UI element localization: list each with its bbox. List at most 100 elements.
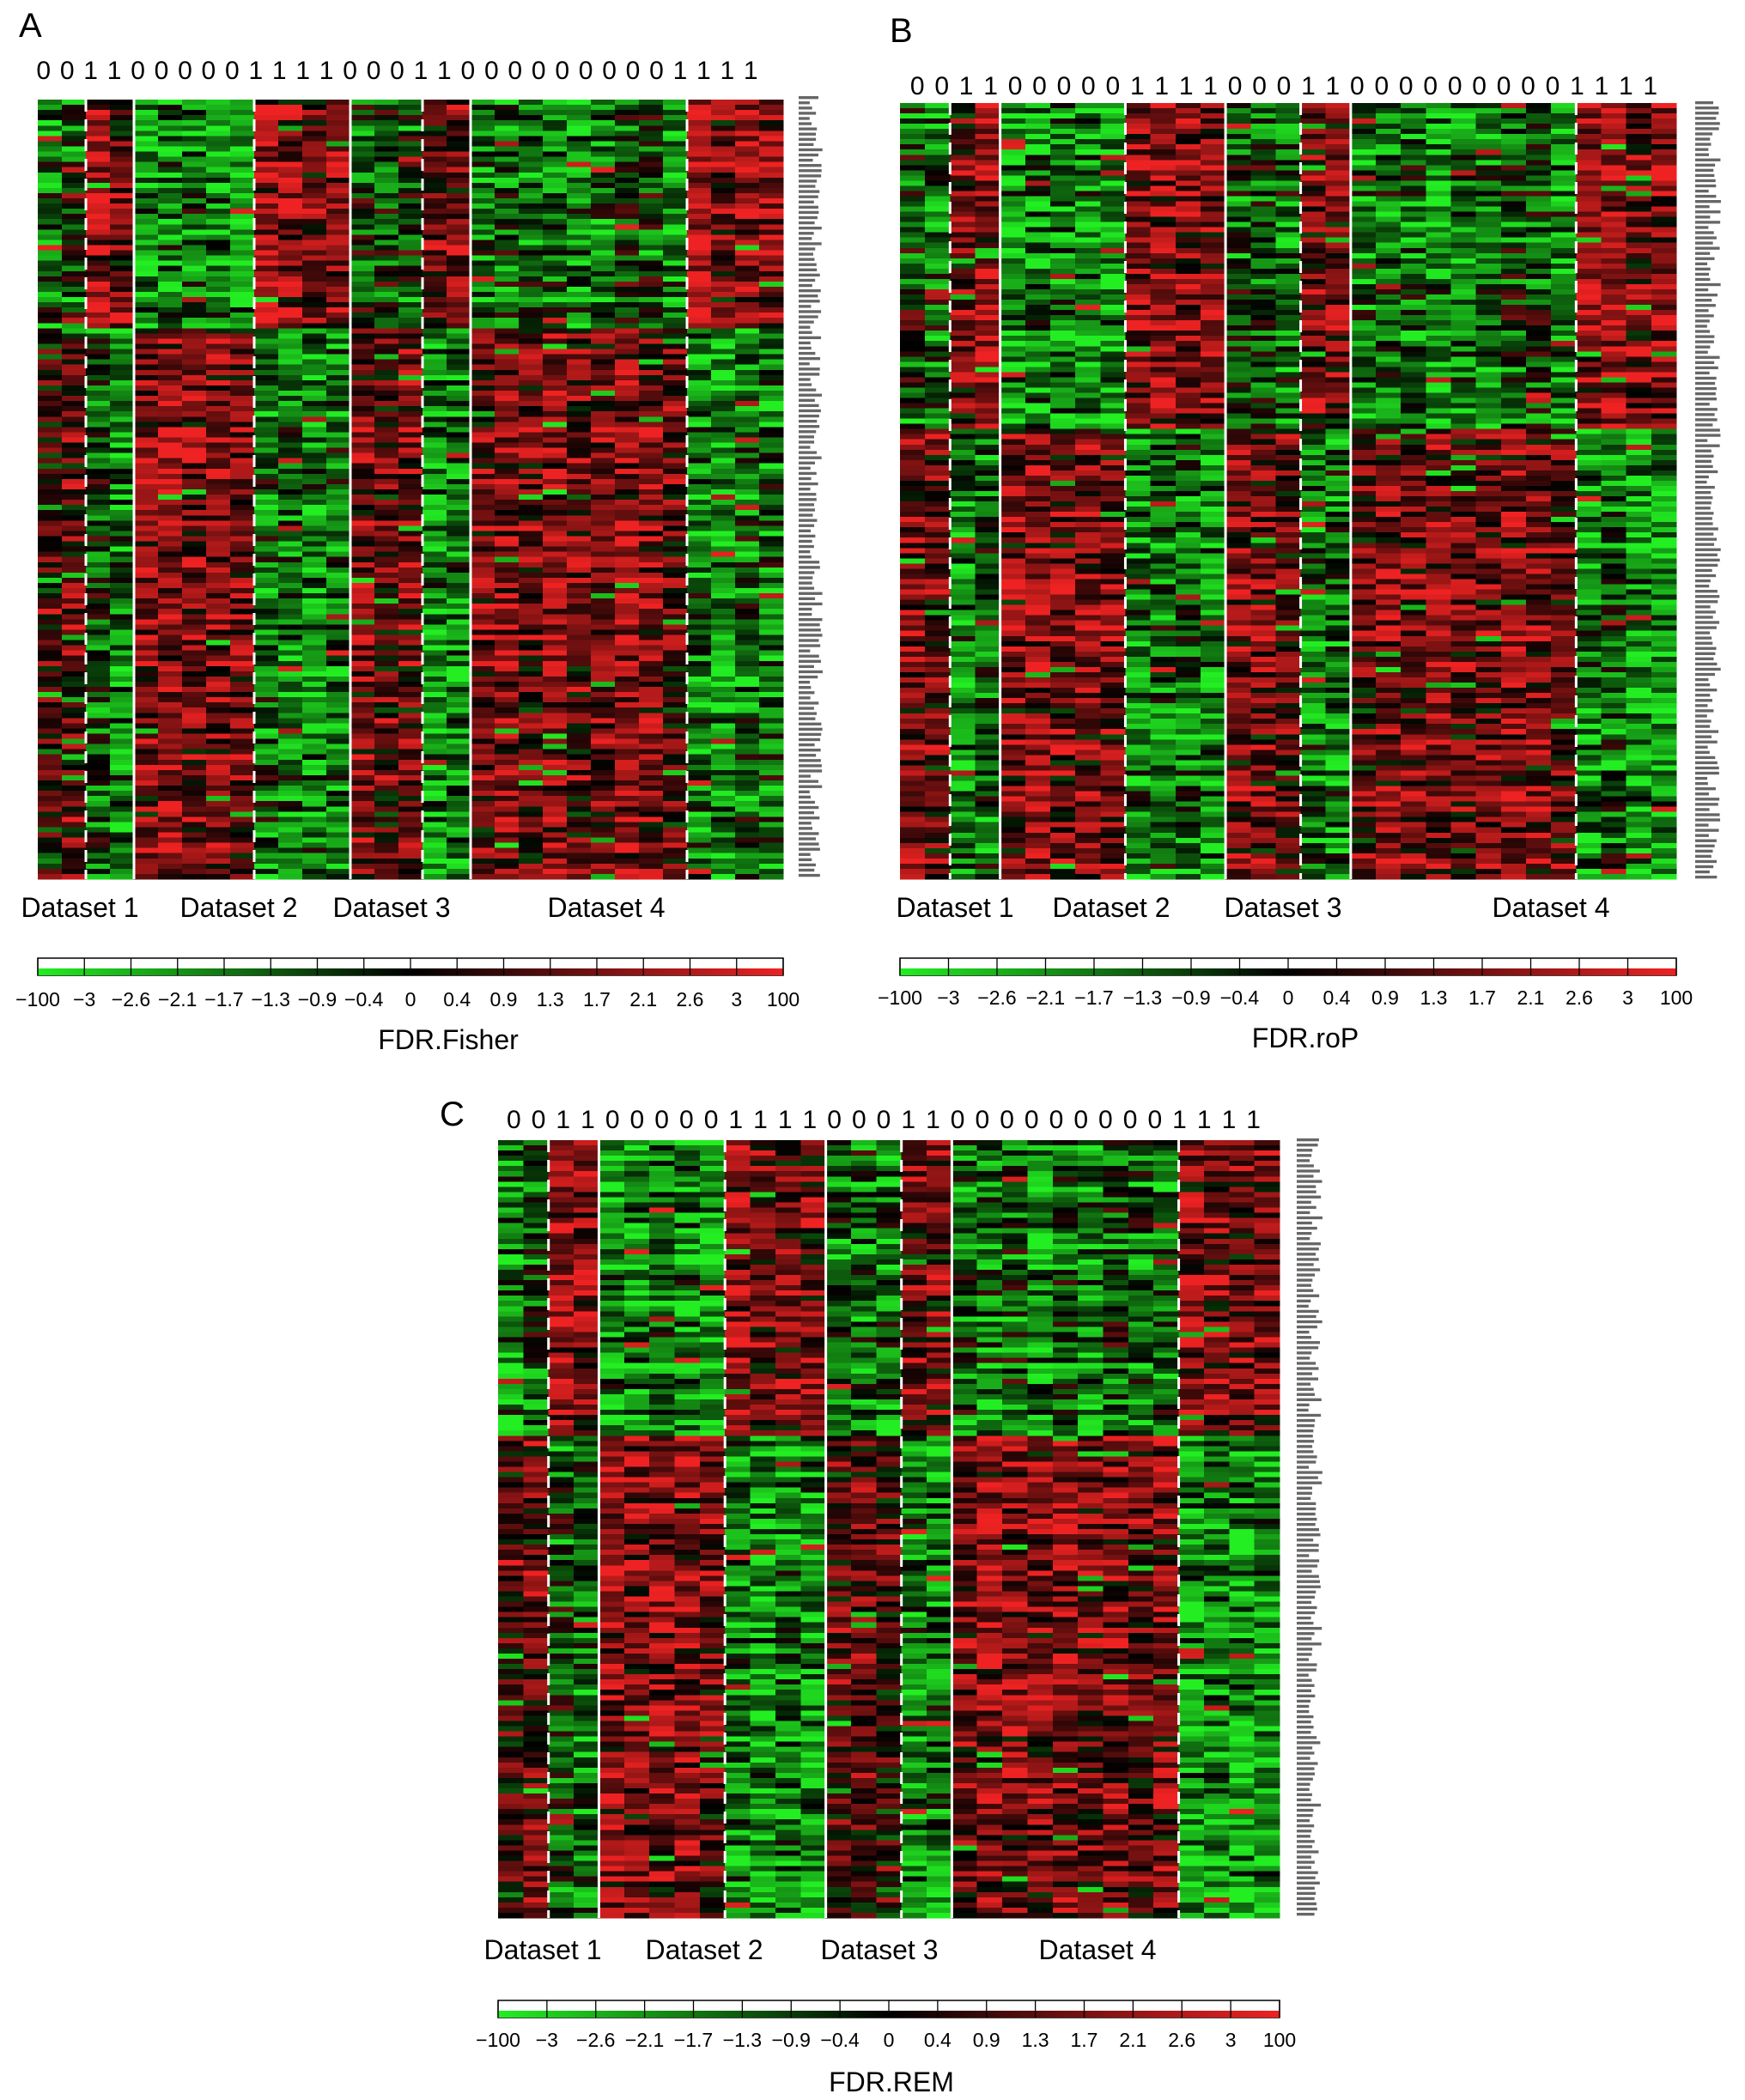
heatmap-cell xyxy=(398,500,423,506)
heatmap-cell xyxy=(110,354,135,361)
heatmap-cell xyxy=(711,822,736,828)
heatmap-cell xyxy=(591,115,616,121)
heatmap-cell xyxy=(615,582,640,589)
heatmap-cell xyxy=(687,136,712,143)
heatmap-cell xyxy=(278,364,303,371)
heatmap-cell xyxy=(663,328,688,334)
heatmap-cell xyxy=(900,413,926,420)
heatmap-cell xyxy=(900,252,926,259)
row-label-mark xyxy=(799,524,815,527)
heatmap-cell xyxy=(711,214,736,220)
heatmap-cell xyxy=(158,427,183,434)
heatmap-cell xyxy=(86,240,111,246)
heatmap-cell xyxy=(230,832,255,839)
heatmap-cell xyxy=(278,437,303,444)
heatmap-cell xyxy=(471,873,496,880)
heatmap-cell xyxy=(278,250,303,257)
heatmap-cell xyxy=(230,676,255,683)
heatmap-cell xyxy=(374,692,399,698)
heatmap-cell xyxy=(900,139,926,145)
heatmap-cell xyxy=(519,645,544,652)
heatmap-cell xyxy=(278,141,303,148)
heatmap-cell xyxy=(711,136,736,143)
heatmap-cell xyxy=(398,723,423,730)
heatmap-cell xyxy=(759,853,784,859)
heatmap-cell xyxy=(206,463,231,470)
heatmap-cell xyxy=(62,390,87,397)
heatmap-cell xyxy=(663,827,688,834)
heatmap-cell xyxy=(663,707,688,713)
heatmap-cell xyxy=(230,723,255,730)
heatmap-cell xyxy=(639,192,664,199)
heatmap-cell xyxy=(735,192,760,199)
heatmap-cell xyxy=(302,551,327,558)
heatmap-cell xyxy=(326,187,351,194)
heatmap-cell xyxy=(591,427,616,434)
heatmap-cell xyxy=(182,458,207,464)
heatmap-cell xyxy=(591,442,616,449)
heatmap-cell xyxy=(687,806,712,812)
heatmap-cell xyxy=(350,806,375,812)
heatmap-cell xyxy=(519,323,544,329)
row-label-mark xyxy=(799,644,821,647)
heatmap-cell xyxy=(158,411,183,417)
heatmap-cell xyxy=(615,629,640,636)
heatmap-cell xyxy=(423,624,447,631)
heatmap-cell xyxy=(759,177,784,184)
heatmap-cell xyxy=(639,624,664,631)
heatmap-cell xyxy=(711,182,736,189)
heatmap-cell xyxy=(495,110,520,116)
heatmap-cell xyxy=(615,219,640,225)
heatmap-cell xyxy=(374,390,399,397)
heatmap-cell xyxy=(447,541,471,548)
heatmap-cell xyxy=(326,369,351,376)
heatmap-cell xyxy=(711,240,736,246)
heatmap-cell xyxy=(350,759,375,766)
heatmap-cell xyxy=(567,702,592,708)
heatmap-cell xyxy=(158,733,183,740)
heatmap-cell xyxy=(591,786,616,792)
heatmap-cell xyxy=(567,442,592,449)
heatmap-cell xyxy=(254,167,279,173)
heatmap-cell xyxy=(543,561,568,568)
heatmap-cell xyxy=(423,401,447,407)
heatmap-cell xyxy=(62,525,87,532)
heatmap-cell xyxy=(663,250,688,257)
heatmap-cell xyxy=(230,500,255,506)
heatmap-cell xyxy=(663,146,688,153)
heatmap-cell xyxy=(759,374,784,381)
heatmap-cell xyxy=(615,681,640,688)
heatmap-cell xyxy=(711,495,736,501)
heatmap-cell xyxy=(278,374,303,381)
heatmap-cell xyxy=(615,379,640,386)
heatmap-cell xyxy=(759,728,784,735)
heatmap-cell xyxy=(495,432,520,439)
heatmap-cell xyxy=(759,192,784,199)
heatmap-cell xyxy=(326,354,351,361)
row-label-mark xyxy=(799,628,821,632)
heatmap-cell xyxy=(639,660,664,667)
heatmap-cell xyxy=(326,697,351,703)
heatmap-cell xyxy=(350,260,375,267)
heatmap-cell xyxy=(278,401,303,407)
heatmap-cell xyxy=(278,224,303,230)
heatmap-cell xyxy=(543,650,568,657)
heatmap-cell xyxy=(134,567,159,574)
heatmap-cell xyxy=(86,286,111,293)
heatmap-cell xyxy=(134,546,159,553)
heatmap-cell xyxy=(182,655,207,662)
heatmap-cell xyxy=(38,105,63,111)
heatmap-cell xyxy=(639,863,664,870)
heatmap-cell xyxy=(110,842,135,849)
heatmap-cell xyxy=(711,754,736,761)
heatmap-cell xyxy=(591,229,616,235)
heatmap-cell xyxy=(687,853,712,859)
heatmap-cell xyxy=(158,250,183,257)
heatmap-cell xyxy=(86,520,111,526)
heatmap-cell xyxy=(519,115,544,121)
heatmap-cell xyxy=(735,536,760,543)
heatmap-cell xyxy=(230,837,255,844)
heatmap-cell xyxy=(110,224,135,230)
heatmap-cell xyxy=(543,822,568,828)
heatmap-cell xyxy=(447,873,471,880)
